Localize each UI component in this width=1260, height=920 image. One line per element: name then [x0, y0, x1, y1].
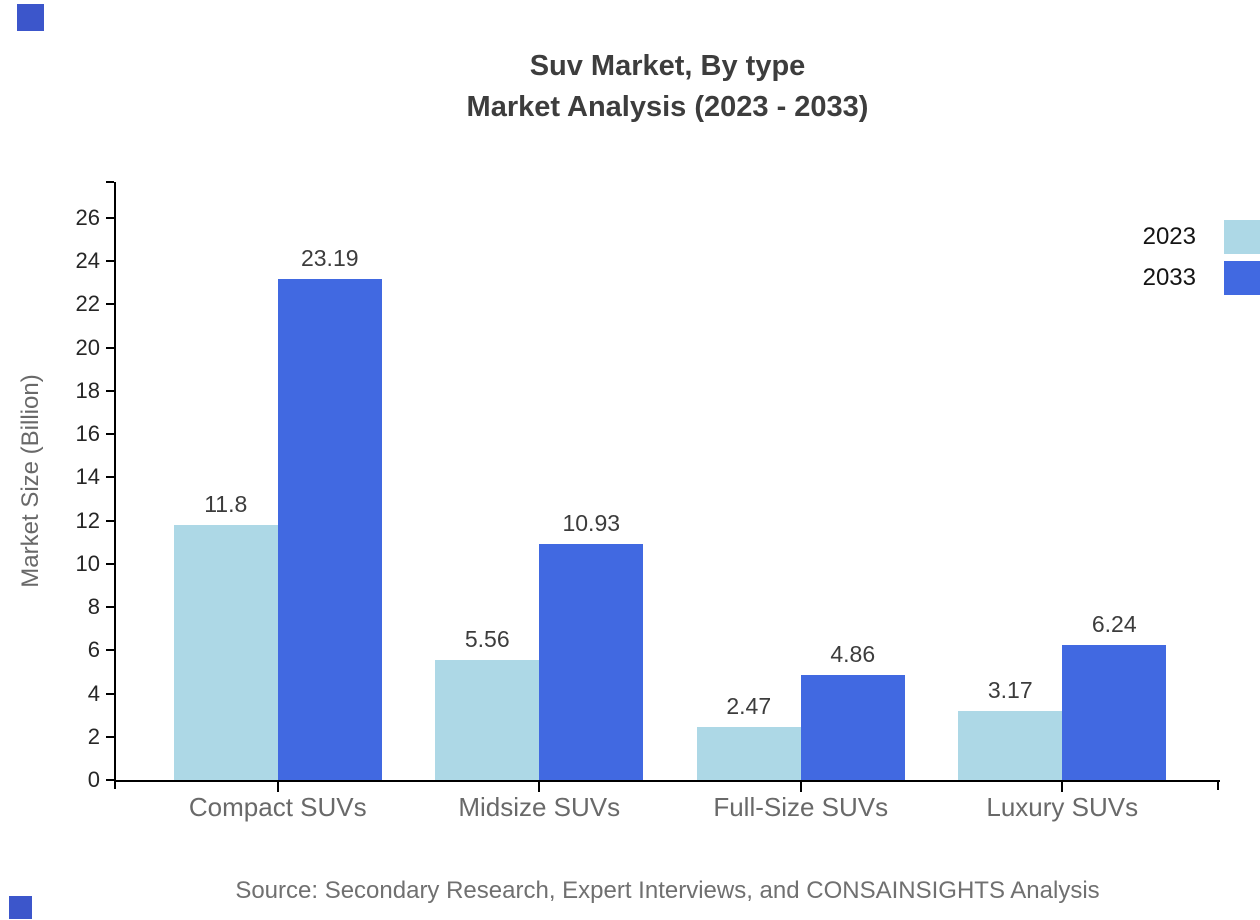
- y-tick: [106, 649, 114, 652]
- bar: [435, 660, 540, 780]
- y-tick: [106, 519, 114, 522]
- bar: [539, 544, 644, 780]
- y-tick-label: 12: [75, 507, 100, 533]
- y-tick: [106, 562, 114, 565]
- bar: [696, 727, 801, 780]
- bar-value-label: 10.93: [562, 510, 621, 536]
- y-tick-label: 10: [75, 550, 100, 576]
- x-category-tick: [799, 782, 802, 792]
- corner-mark-bottom-left: [9, 896, 32, 919]
- bar-value-label: 23.19: [300, 245, 359, 271]
- x-axis-end-tick: [1217, 782, 1219, 790]
- legend-label-2033: 2033: [1142, 264, 1196, 291]
- y-tick-label: 22: [75, 291, 100, 317]
- bar-value-label: 2.47: [726, 693, 772, 719]
- bar-value-label: 4.86: [830, 641, 876, 667]
- y-axis-line: [114, 182, 116, 789]
- bar: [173, 525, 278, 780]
- x-category-label: Full-Size SUVs: [713, 792, 889, 822]
- x-category-label: Midsize SUVs: [458, 792, 621, 822]
- y-tick-label: 4: [87, 680, 100, 706]
- legend-swatch-2033: [1224, 261, 1260, 295]
- y-tick: [106, 303, 114, 306]
- x-category-tick: [276, 782, 279, 792]
- legend-swatch-2023: [1224, 220, 1260, 254]
- bar: [958, 711, 1063, 780]
- y-tick-label: 2: [87, 723, 100, 749]
- y-tick: [106, 433, 114, 436]
- y-tick: [106, 779, 114, 781]
- y-tick-label: 18: [75, 377, 100, 403]
- y-tick-label: 6: [87, 637, 100, 663]
- source-note: Source: Secondary Research, Expert Inter…: [235, 877, 1100, 904]
- y-tick: [106, 692, 114, 695]
- chart-title-line2: Market Analysis (2023 - 2033): [466, 91, 869, 123]
- bar-value-label: 5.56: [464, 626, 510, 652]
- y-axis-end-tick: [106, 181, 114, 183]
- x-category-tick: [1061, 782, 1064, 792]
- chart-title: Suv Market, By type Market Analysis (202…: [115, 46, 1220, 128]
- y-tick: [106, 346, 114, 349]
- y-tick: [106, 217, 114, 219]
- x-category-label: Luxury SUVs: [986, 792, 1139, 822]
- bar: [800, 675, 905, 780]
- bar-value-label: 11.8: [204, 491, 248, 517]
- y-tick-label: 0: [87, 767, 100, 792]
- bar-value-label: 6.24: [1091, 611, 1137, 637]
- y-tick-label: 26: [75, 205, 100, 230]
- x-category-label: Compact SUVs: [188, 792, 367, 822]
- y-tick: [106, 389, 114, 392]
- y-tick-label: 8: [87, 594, 100, 620]
- y-tick: [106, 476, 114, 479]
- legend-label-2023: 2023: [1142, 223, 1196, 250]
- y-tick: [106, 260, 114, 263]
- y-tick: [106, 606, 114, 609]
- y-tick: [106, 735, 114, 738]
- chart-title-line1: Suv Market, By type: [529, 50, 806, 82]
- bar: [277, 279, 382, 780]
- y-tick-label: 16: [75, 421, 100, 447]
- x-category-tick: [538, 782, 541, 792]
- y-tick-label: 14: [75, 464, 100, 490]
- bar: [1062, 645, 1167, 780]
- corner-mark-top-left: [17, 4, 44, 31]
- bar-value-label: 3.17: [987, 677, 1033, 703]
- x-axis-line: [114, 780, 1220, 782]
- y-tick-label: 20: [75, 334, 100, 360]
- y-tick-label: 24: [75, 248, 100, 274]
